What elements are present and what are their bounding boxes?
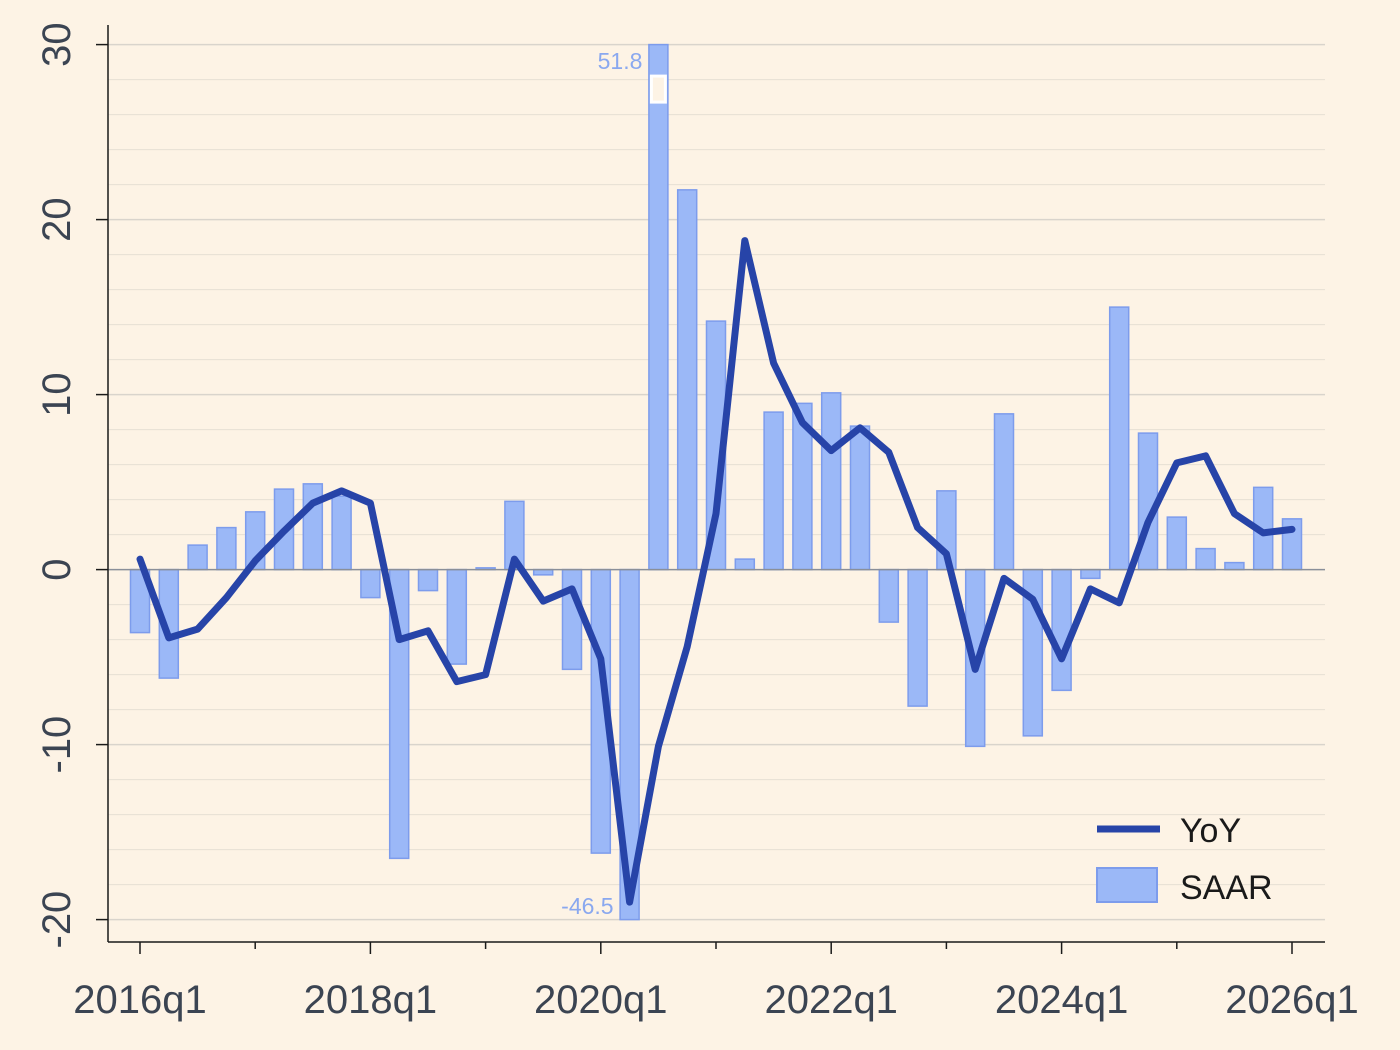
bar-2018q4 bbox=[446, 568, 468, 665]
bar-2024q3 bbox=[1108, 306, 1130, 571]
clipped-value-label: -46.5 bbox=[561, 893, 613, 919]
bar-2025q1 bbox=[1166, 516, 1188, 571]
axes: -20 -10 0 10 20 30 2016q1 2018q1 2020q1 2022q1 202… bbox=[35, 22, 1359, 1022]
y-tick-label: 0 bbox=[35, 558, 79, 580]
legend-swatch-saar bbox=[1096, 867, 1158, 903]
x-tick-label: 2026q1 bbox=[1225, 978, 1358, 1022]
bar-2022q4 bbox=[907, 568, 928, 707]
bar-2023q3 bbox=[993, 413, 1015, 571]
clipped-value-label: 51.8 bbox=[598, 48, 643, 74]
annotations: 51.8 -46.5 bbox=[561, 48, 642, 919]
line-series-yoy bbox=[136, 237, 1296, 906]
x-tick-label: 2016q1 bbox=[73, 978, 206, 1022]
yoy-line bbox=[136, 237, 1296, 906]
bar-2025q2 bbox=[1195, 547, 1216, 571]
x-tick-label: 2018q1 bbox=[304, 978, 437, 1022]
bar-2018q3 bbox=[417, 568, 439, 592]
bar-2024q1 bbox=[1051, 568, 1072, 692]
bar-2019q4 bbox=[561, 568, 583, 671]
bar-2019q3 bbox=[532, 568, 554, 576]
bar-2020q4 bbox=[676, 189, 698, 571]
bar-2022q3 bbox=[878, 568, 900, 623]
bar-2021q2 bbox=[734, 558, 756, 571]
y-tick-label: 10 bbox=[35, 372, 79, 417]
y-tick-label: 20 bbox=[35, 197, 79, 242]
bar-2022q1 bbox=[820, 392, 842, 571]
x-tick-label: 2022q1 bbox=[764, 978, 897, 1022]
bar-2022q2 bbox=[849, 425, 871, 571]
bar-2020q3 bbox=[648, 43, 669, 571]
y-tick-label: -20 bbox=[35, 891, 79, 949]
y-tick-label: 30 bbox=[35, 22, 79, 67]
legend-label-yoy: YoY bbox=[1180, 812, 1241, 850]
bar-2021q3 bbox=[763, 411, 784, 571]
bar-2016q4 bbox=[216, 526, 237, 571]
bar-2018q1 bbox=[360, 568, 381, 599]
bar-2016q3 bbox=[187, 544, 208, 571]
clip-marker bbox=[649, 74, 667, 104]
x-tick-label: 2024q1 bbox=[995, 978, 1128, 1022]
legend: YoY SAAR bbox=[1096, 812, 1273, 907]
x-tick-label: 2020q1 bbox=[534, 978, 667, 1022]
bar-2025q3 bbox=[1224, 561, 1245, 571]
y-tick-label: -10 bbox=[35, 716, 79, 774]
legend-label-saar: SAAR bbox=[1180, 869, 1273, 907]
bar-2017q4 bbox=[331, 495, 352, 571]
bar-series-saar bbox=[129, 43, 1303, 921]
bar-2024q2 bbox=[1080, 568, 1101, 580]
